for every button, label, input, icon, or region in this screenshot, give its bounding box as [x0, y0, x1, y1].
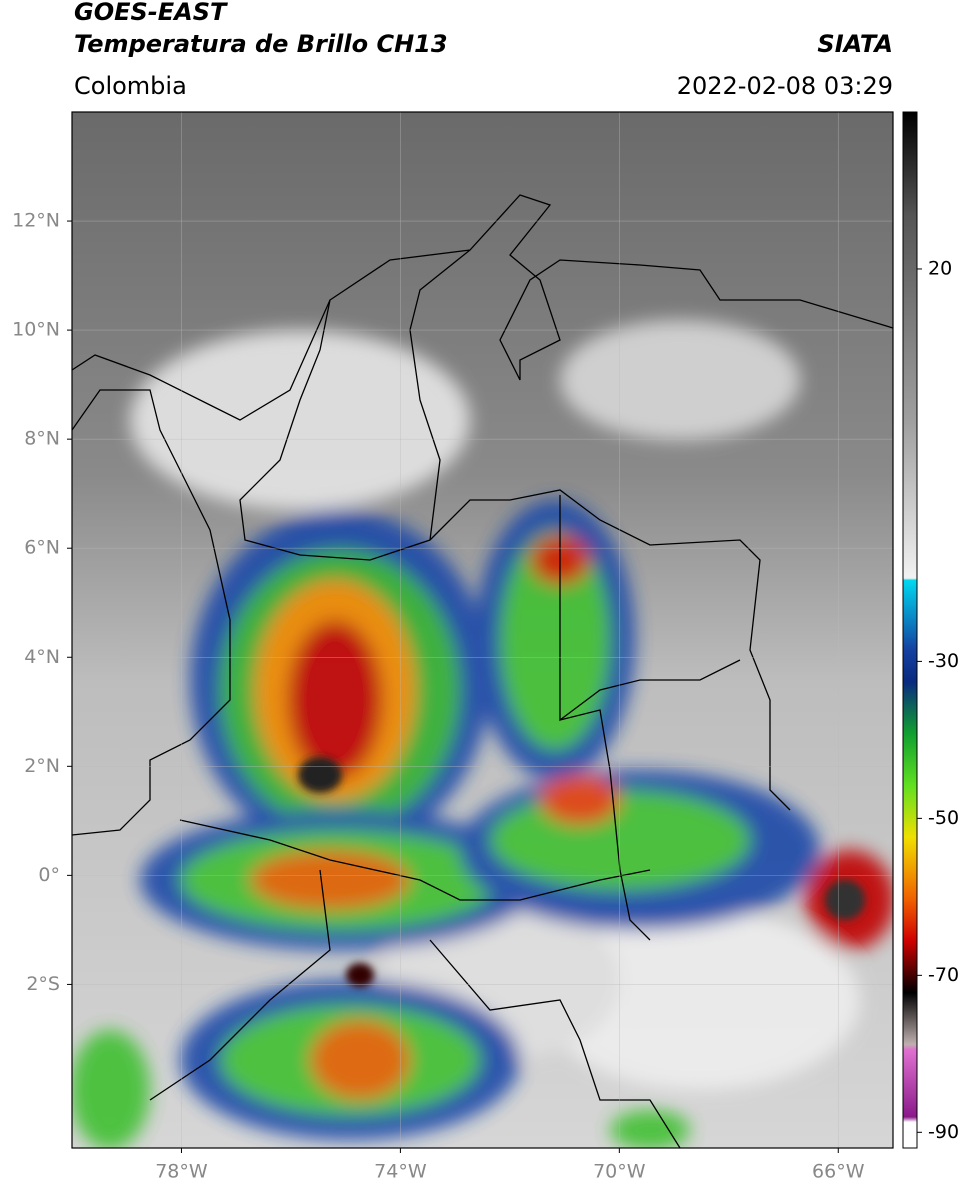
lat-label: 2°N — [24, 755, 60, 777]
colorbar-label: -70 — [928, 964, 959, 986]
colorbar-label: -30 — [928, 650, 959, 672]
satellite-image — [72, 112, 893, 1148]
product-title: Temperatura de Brillo CH13 — [74, 30, 448, 58]
lon-label: 74°W — [374, 1161, 427, 1183]
lon-label: 78°W — [155, 1161, 208, 1183]
borders — [72, 194, 893, 1148]
lat-label: 6°N — [24, 537, 60, 559]
source-title: GOES-EAST — [74, 0, 228, 26]
colorbar-label: -50 — [928, 807, 959, 829]
lat-label: 0° — [38, 864, 60, 886]
region-label: Colombia — [74, 72, 187, 100]
lon-label: 70°W — [593, 1161, 646, 1183]
lat-label: 12°N — [12, 210, 60, 232]
colorbar-label: 20 — [928, 257, 952, 279]
datetime-label: 2022-02-08 03:29 — [677, 72, 893, 100]
agency-title: SIATA — [817, 30, 893, 58]
colorbar-label: -90 — [928, 1121, 959, 1143]
map-frame — [71, 111, 894, 1149]
lat-label: 8°N — [24, 428, 60, 450]
colorbar — [902, 111, 918, 1149]
lat-label: 2°S — [26, 973, 60, 995]
lat-label: 10°N — [12, 319, 60, 341]
lat-label: 4°N — [24, 646, 60, 668]
lon-label: 66°W — [812, 1161, 865, 1183]
